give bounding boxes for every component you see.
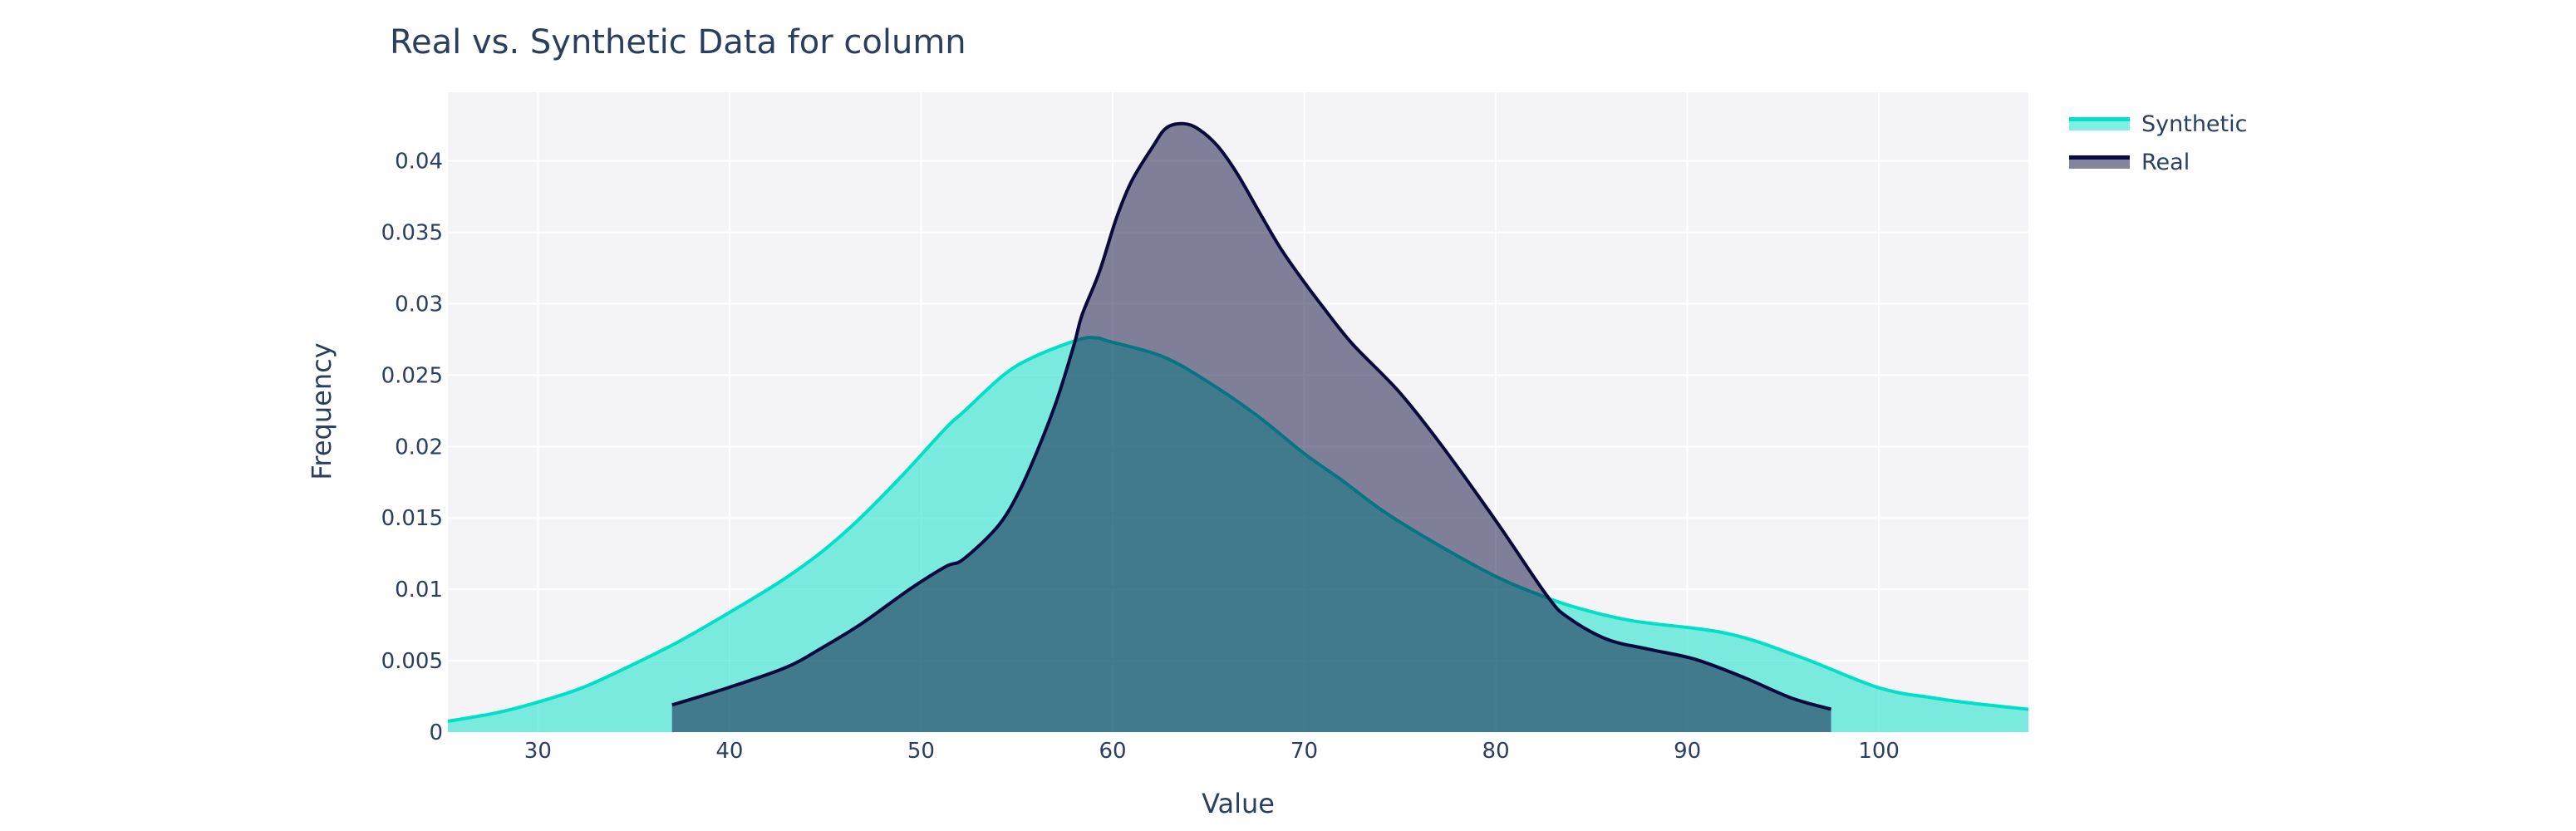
series-real[interactable] <box>671 121 1832 732</box>
legend-label-synthetic: Synthetic <box>2141 111 2248 137</box>
x-axis-title: Value <box>1202 788 1275 819</box>
y-tick-label: 0.01 <box>395 578 443 602</box>
y-axis-tick-labels: 0 0.005 0.01 0.015 0.02 0.025 0.03 0.035 0.04 <box>381 150 443 746</box>
x-tick-label: 50 <box>907 739 935 764</box>
x-tick-label: 100 <box>1858 739 1900 764</box>
x-tick-label: 60 <box>1099 739 1126 764</box>
legend-item-real[interactable]: Real <box>2069 143 2247 181</box>
x-tick-label: 90 <box>1674 739 1701 764</box>
x-tick-label: 80 <box>1482 739 1510 764</box>
x-tick-label: 70 <box>1290 739 1318 764</box>
y-tick-label: 0.005 <box>381 649 443 674</box>
series-layer <box>447 121 2029 732</box>
legend-swatch-synthetic-icon <box>2069 117 2130 130</box>
legend-swatch-real-icon <box>2069 155 2130 169</box>
y-tick-label: 0.035 <box>381 220 443 245</box>
y-tick-label: 0.015 <box>381 506 443 531</box>
x-tick-label: 40 <box>715 739 743 764</box>
x-tick-label: 30 <box>524 739 552 764</box>
x-axis-tick-labels: 30 40 50 60 70 80 90 100 <box>524 739 1900 764</box>
legend: Synthetic Real <box>2069 105 2247 181</box>
area-fill-real <box>671 123 1831 732</box>
y-axis-title: Frequency <box>306 342 337 480</box>
y-tick-label: 0 <box>429 720 443 745</box>
legend-label-real: Real <box>2141 149 2190 175</box>
y-tick-label: 0.03 <box>395 292 443 317</box>
line-real <box>671 121 1832 711</box>
y-tick-label: 0.025 <box>381 363 443 388</box>
chart-title: Real vs. Synthetic Data for column <box>390 23 966 61</box>
legend-item-synthetic[interactable]: Synthetic <box>2069 105 2247 143</box>
y-tick-label: 0.02 <box>395 435 443 460</box>
y-tick-label: 0.04 <box>395 150 443 175</box>
